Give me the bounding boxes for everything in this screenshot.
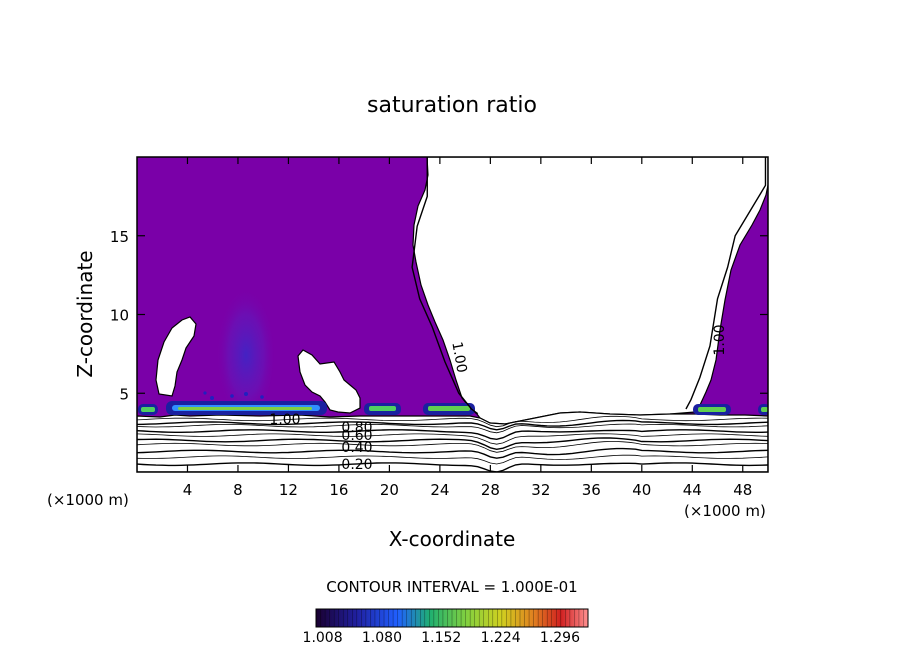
x-tick-label: 32 bbox=[531, 481, 550, 499]
layer-contour bbox=[137, 441, 768, 453]
layer-contour bbox=[137, 462, 768, 472]
colorbar-tick-label: 1.152 bbox=[421, 630, 461, 646]
x-tick-label: 8 bbox=[233, 481, 243, 499]
contour-line-1-00 bbox=[685, 157, 767, 410]
layer-contour bbox=[137, 447, 768, 459]
colorbar-tick-label: 1.008 bbox=[303, 630, 343, 646]
x-tick-label: 20 bbox=[380, 481, 399, 499]
enhanced-blob bbox=[216, 287, 276, 423]
contour-label-7: 0.20 bbox=[341, 457, 372, 473]
contour-label-3: 1.00 bbox=[269, 412, 300, 428]
layer-contour bbox=[137, 423, 768, 434]
layer-contour bbox=[137, 415, 768, 428]
x-tick-label: 40 bbox=[632, 481, 651, 499]
y-tick-label: 15 bbox=[110, 228, 129, 246]
layer-contour bbox=[137, 429, 768, 441]
chart-title: saturation ratio bbox=[367, 93, 537, 118]
x-axis: 4 8 12 16 20 24 28 32 36 40 44 48 bbox=[183, 157, 752, 499]
x-unit-right: (×1000 m) bbox=[684, 502, 766, 520]
colorbar: 1.008 1.080 1.152 1.224 1.296 bbox=[303, 608, 589, 646]
plot-area bbox=[137, 157, 768, 472]
contour-label-5: 0.60 bbox=[341, 428, 372, 444]
x-tick-label: 12 bbox=[279, 481, 298, 499]
enhanced-band bbox=[138, 391, 768, 415]
y-axis: 5 10 15 bbox=[110, 228, 768, 403]
x-unit-left: (×1000 m) bbox=[47, 491, 129, 509]
layer-contour bbox=[137, 454, 768, 465]
contour-label-2: 1.00 bbox=[712, 324, 728, 355]
contour-labels: 1.00 1.00 1.00 0.80 0.60 0.40 0.20 bbox=[269, 324, 728, 473]
colorbar-tick-label: 1.224 bbox=[481, 630, 521, 646]
x-tick-label: 36 bbox=[582, 481, 601, 499]
layer-contour bbox=[137, 419, 768, 431]
y-tick-label: 10 bbox=[110, 307, 129, 325]
saturation-contours bbox=[411, 157, 767, 415]
stratified-contours bbox=[137, 415, 768, 472]
x-tick-label: 28 bbox=[481, 481, 500, 499]
x-axis-label: X-coordinate bbox=[389, 527, 516, 551]
unsaturated-pocket-left bbox=[155, 316, 197, 397]
contour-label-6: 0.40 bbox=[341, 440, 372, 456]
colorbar-tick-label: 1.080 bbox=[362, 630, 402, 646]
y-tick-label: 5 bbox=[119, 385, 129, 403]
colorbar-ticks: 1.008 1.080 1.152 1.224 1.296 bbox=[303, 609, 584, 646]
layer-contour bbox=[137, 437, 768, 451]
x-tick-label: 4 bbox=[183, 481, 193, 499]
x-tick-label: 24 bbox=[430, 481, 449, 499]
x-tick-label: 48 bbox=[733, 481, 752, 499]
unsaturated-pocket-mid bbox=[297, 349, 361, 414]
x-tick-label: 16 bbox=[329, 481, 348, 499]
contour-label-1: 1.00 bbox=[448, 341, 469, 374]
y-axis-label: Z-coordinate bbox=[73, 250, 97, 377]
colorbar-tick-label: 1.296 bbox=[540, 630, 580, 646]
contour-line-1-00 bbox=[411, 157, 479, 415]
x-tick-label: 44 bbox=[683, 481, 702, 499]
contour-interval: CONTOUR INTERVAL = 1.000E-01 bbox=[326, 578, 577, 596]
contour-label-4: 0.80 bbox=[341, 420, 372, 436]
layer-contour bbox=[137, 433, 768, 445]
